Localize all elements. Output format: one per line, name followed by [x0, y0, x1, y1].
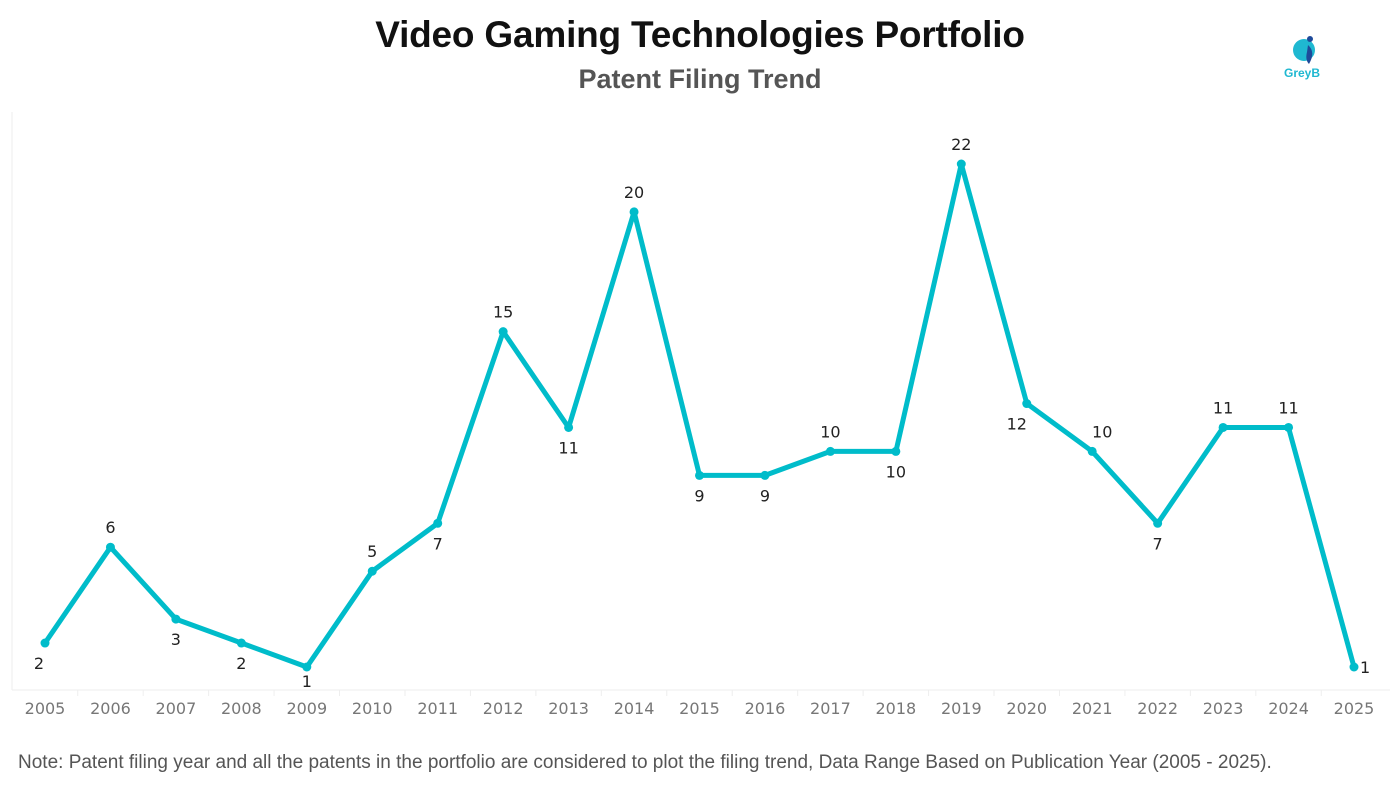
x-tick-label: 2007 [156, 699, 197, 718]
chart-axes [11, 112, 1390, 691]
x-tick-label: 2006 [90, 699, 131, 718]
data-point [498, 327, 508, 337]
data-label: 9 [694, 486, 704, 505]
chart-subtitle: Patent Filing Trend [578, 64, 822, 94]
data-point [1087, 446, 1097, 456]
data-point [105, 542, 115, 552]
data-label: 12 [1007, 415, 1027, 434]
data-label: 15 [493, 303, 513, 322]
data-point [1218, 422, 1228, 432]
greyb-logo-text: GreyB [1284, 66, 1321, 80]
data-point [367, 566, 377, 576]
data-point [302, 662, 312, 672]
x-tick-label: 2020 [1006, 699, 1047, 718]
data-point [891, 446, 901, 456]
data-label: 1 [1360, 658, 1370, 677]
data-label: 7 [433, 534, 443, 553]
x-axis-ticks: 2005 2006 2007 2008 2009 2010 2011 2012 2013 2014… [25, 690, 1375, 718]
x-tick-label: 2025 [1334, 699, 1375, 718]
x-tick-label: 2017 [810, 699, 851, 718]
data-label: 5 [367, 542, 377, 561]
data-point [1022, 399, 1032, 409]
x-tick-label: 2009 [286, 699, 327, 718]
x-tick-label: 2010 [352, 699, 393, 718]
data-point [760, 470, 770, 480]
x-tick-label: 2024 [1268, 699, 1309, 718]
data-label: 11 [1278, 398, 1298, 417]
greyb-logo-icon [1293, 36, 1315, 64]
data-points [40, 159, 1359, 672]
x-tick-label: 2015 [679, 699, 720, 718]
data-point [695, 470, 704, 480]
x-tick-label: 2022 [1137, 699, 1178, 718]
data-point [1349, 662, 1359, 672]
data-point [171, 614, 181, 624]
x-tick-label: 2019 [941, 699, 982, 718]
data-point [433, 518, 443, 528]
data-label: 2 [236, 654, 246, 673]
data-label: 10 [1092, 422, 1112, 441]
data-label: 2 [34, 654, 44, 673]
data-label: 9 [760, 486, 770, 505]
x-tick-label: 2016 [745, 699, 786, 718]
x-tick-label: 2021 [1072, 699, 1113, 718]
data-point [1284, 422, 1294, 432]
data-point [629, 207, 639, 217]
series-line [42, 161, 1357, 670]
data-label: 20 [624, 183, 644, 202]
data-point [40, 638, 50, 648]
x-tick-label: 2011 [417, 699, 458, 718]
data-label: 6 [105, 518, 115, 537]
x-tick-label: 2008 [221, 699, 262, 718]
x-tick-label: 2014 [614, 699, 655, 718]
data-label: 10 [820, 422, 840, 441]
data-label: 7 [1153, 534, 1163, 553]
data-label: 3 [171, 630, 181, 649]
data-point [236, 638, 246, 648]
x-tick-label: 2012 [483, 699, 524, 718]
data-label: 11 [1213, 398, 1233, 417]
data-label: 22 [951, 135, 971, 154]
x-tick-label: 2018 [875, 699, 916, 718]
x-tick-label: 2023 [1203, 699, 1244, 718]
x-tick-label: 2013 [548, 699, 589, 718]
data-point [825, 446, 835, 456]
data-label: 10 [886, 462, 906, 481]
footnote: Note: Patent filing year and all the pat… [18, 752, 1272, 773]
data-label: 1 [302, 672, 312, 691]
line-chart: 2005 2006 2007 2008 2009 2010 2011 2012 2013 2014… [11, 112, 1390, 718]
chart-title: Video Gaming Technologies Portfolio [375, 14, 1025, 55]
x-tick-label: 2005 [25, 699, 66, 718]
data-point [956, 159, 966, 169]
data-point [1153, 518, 1163, 528]
data-label: 11 [558, 438, 578, 457]
data-point [564, 422, 574, 432]
